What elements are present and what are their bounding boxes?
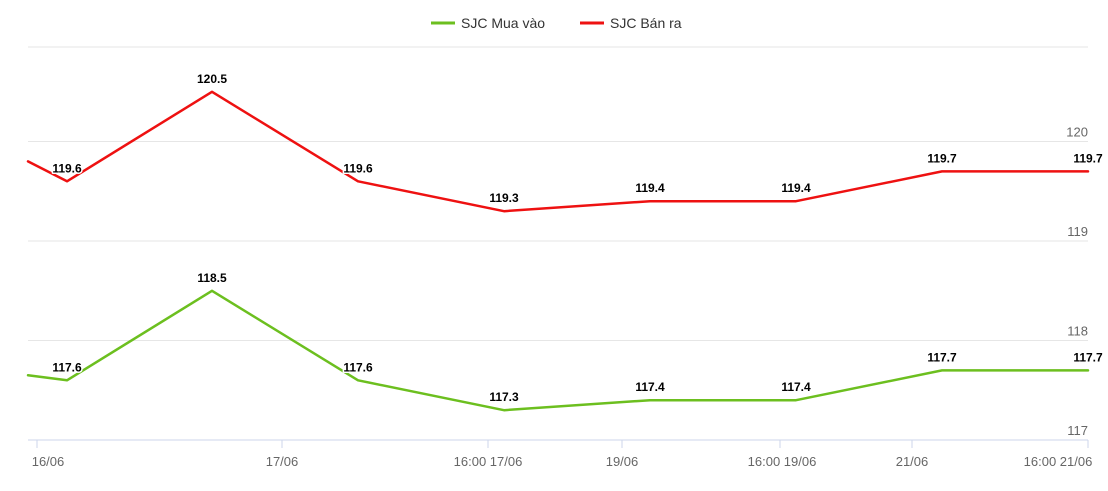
- x-tick-label: 21/06: [896, 454, 929, 469]
- data-label: 117.4: [635, 380, 665, 394]
- x-tick-label: 19/06: [606, 454, 639, 469]
- legend-label-buy: SJC Mua vào: [461, 15, 545, 31]
- data-label: 118.5: [197, 271, 227, 285]
- data-label: 119.7: [1073, 151, 1103, 165]
- data-label: 117.4: [781, 380, 811, 394]
- data-label: 119.6: [52, 161, 82, 175]
- data-label: 117.3: [489, 390, 519, 404]
- data-labels: 117.6 118.5 117.6 117.3 117.4 117.4 117.7 117.7…: [51, 70, 1105, 405]
- legend[interactable]: SJC Mua vào SJC Bán ra: [431, 15, 682, 31]
- data-label: 117.6: [343, 360, 373, 374]
- data-label: 119.4: [635, 181, 665, 195]
- data-label: 117.6: [52, 360, 82, 374]
- legend-label-sell: SJC Bán ra: [610, 15, 682, 31]
- y-tick-label: 120: [1066, 125, 1088, 140]
- series-line-sell: [26, 90, 1090, 213]
- data-label: 119.3: [489, 191, 519, 205]
- y-tick-label: 117: [1067, 423, 1088, 438]
- y-axis-ticks: 117 118 119 120: [1066, 125, 1088, 438]
- legend-item-sell[interactable]: SJC Bán ra: [580, 15, 682, 31]
- data-label: 117.7: [927, 350, 957, 364]
- legend-item-buy[interactable]: SJC Mua vào: [431, 15, 545, 31]
- data-label: 120.5: [197, 72, 227, 86]
- data-label: 119.6: [343, 161, 373, 175]
- x-tick-label: 16:00 19/06: [748, 454, 817, 469]
- x-axis-ticks: 16/06 17/06 16:00 17/06 19/06 16:00 19/06 21/…: [32, 440, 1093, 469]
- x-tick-label: 16:00 21/06: [1024, 454, 1093, 469]
- y-tick-label: 119: [1067, 224, 1088, 239]
- x-tick-label: 17/06: [266, 454, 299, 469]
- series-line-buy: [26, 289, 1090, 412]
- data-label: 119.7: [927, 151, 957, 165]
- data-label: 117.7: [1073, 350, 1103, 364]
- data-label: 119.4: [781, 181, 811, 195]
- series-lines: [26, 90, 1090, 412]
- x-tick-label: 16/06: [32, 454, 65, 469]
- y-tick-label: 118: [1067, 324, 1088, 339]
- x-tick-label: 16:00 17/06: [454, 454, 523, 469]
